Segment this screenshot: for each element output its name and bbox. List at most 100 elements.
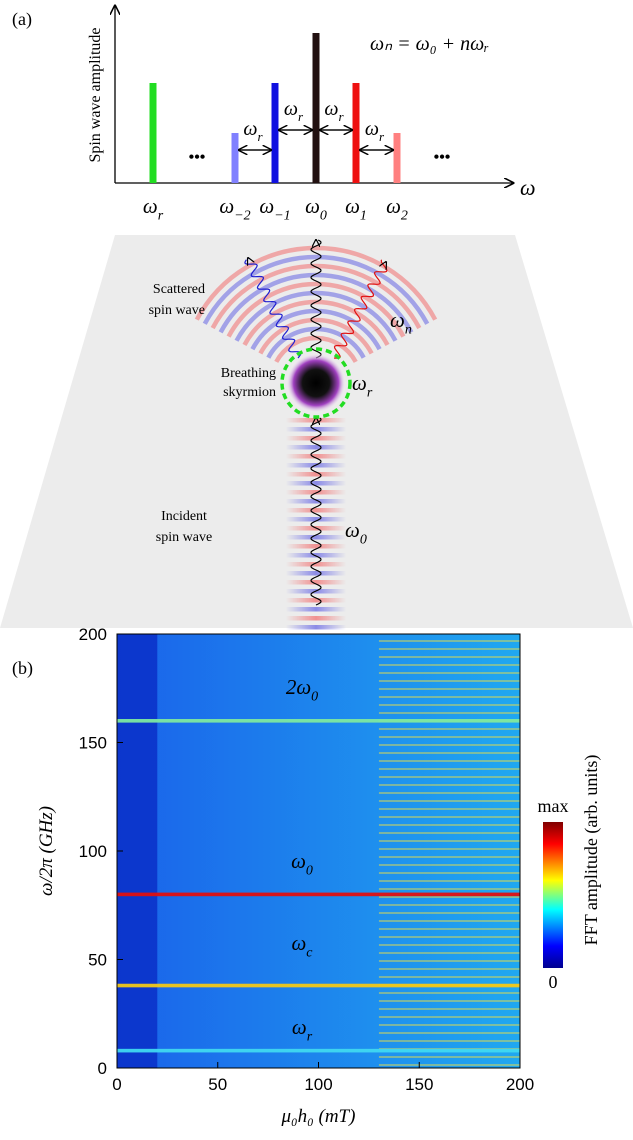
wavefront <box>286 508 346 513</box>
caption: spin wave <box>149 303 205 318</box>
wavefront <box>226 281 406 338</box>
label-sub: −1 <box>274 208 290 223</box>
label-base: ω <box>386 194 401 218</box>
wavefront <box>286 472 346 477</box>
label: ω0 <box>305 194 327 223</box>
label: ωr <box>324 98 344 124</box>
wave-arrow <box>333 259 388 359</box>
wavefront <box>286 580 346 585</box>
label: ω0 <box>345 518 367 547</box>
spectral-line <box>271 83 279 183</box>
wavefront <box>210 263 422 330</box>
label: ωn <box>390 308 412 337</box>
wavefront <box>234 290 398 342</box>
wavefront <box>286 598 346 603</box>
skyrmion <box>286 353 346 413</box>
wave-arrow <box>244 259 302 359</box>
spectral-line <box>149 83 157 183</box>
label-base: ω <box>243 118 257 140</box>
wavefront <box>286 436 346 441</box>
panel-tag: (a) <box>12 9 32 30</box>
y-tick-label: 200 <box>79 625 107 644</box>
skyrmion-boundary <box>280 347 352 419</box>
frequency-line <box>117 1048 520 1053</box>
wavefront <box>274 335 358 363</box>
wavefront <box>286 445 346 450</box>
wavefront <box>286 616 346 621</box>
wave-arrow <box>310 417 322 606</box>
x-tick-label: 100 <box>304 1075 332 1094</box>
label-base: ω <box>292 1015 307 1039</box>
label: ωr <box>365 118 385 144</box>
heatmap-sidebands <box>378 634 520 1068</box>
label: ω−2 <box>219 194 250 223</box>
y-axis-label: ω/2π (GHz) <box>36 806 57 896</box>
label-base: ω <box>345 194 360 218</box>
label-sub: r <box>258 129 264 144</box>
label-base: ω <box>219 194 234 218</box>
colorbar-label: FFT amplitude (arb. units) <box>581 755 602 946</box>
wavefront <box>286 625 346 630</box>
wavefront <box>286 454 346 459</box>
caption: Incident <box>161 509 207 524</box>
caption: skyrmion <box>223 385 276 400</box>
label-sub: 2 <box>401 208 408 223</box>
label: ωr <box>292 1015 313 1044</box>
wavefront <box>286 571 346 576</box>
frequency-line <box>117 892 520 897</box>
wavefront <box>286 607 346 612</box>
y-tick-label: 50 <box>88 951 107 970</box>
label: ωr <box>243 118 263 144</box>
label-sub: r <box>367 385 373 400</box>
x-axis-label: μ₀h₀ (mT) <box>281 1106 356 1127</box>
y-axis-label: Spin wave amplitude <box>87 27 104 162</box>
x-tick-label: 0 <box>112 1075 121 1094</box>
label-sub: c <box>306 945 313 960</box>
x-tick-label: 50 <box>208 1075 227 1094</box>
y-tick-label: 150 <box>79 734 107 753</box>
label-base: ω <box>291 849 306 873</box>
frequency-line <box>117 983 520 988</box>
wavefront <box>286 562 346 567</box>
wavefront <box>218 272 414 334</box>
y-tick-label: 0 <box>98 1059 107 1078</box>
equation: ωₙ = ω₀ + nωᵣ <box>370 33 489 55</box>
caption: Scattered <box>153 282 205 297</box>
spectral-line <box>352 83 360 183</box>
label-sub: r <box>339 109 345 124</box>
label-base: ω <box>352 371 367 395</box>
label: ω2 <box>386 194 408 223</box>
label: ω−1 <box>259 194 290 223</box>
caption: spin wave <box>156 530 212 545</box>
wavefront <box>286 499 346 504</box>
spectral-line <box>312 33 320 183</box>
wavefront <box>266 326 366 359</box>
label: ωr <box>143 194 164 223</box>
label-sub: r <box>307 1029 313 1044</box>
label: ω1 <box>345 194 367 223</box>
wavefront <box>258 317 374 355</box>
label-base: ω <box>390 308 405 332</box>
frequency-line <box>117 719 520 723</box>
label-sub: 1 <box>360 208 367 223</box>
wavefront <box>250 308 382 351</box>
label-base: ω <box>143 194 158 218</box>
label-sub: n <box>405 322 412 337</box>
label-base: ω <box>284 98 298 120</box>
wavefront <box>286 517 346 522</box>
wavefront <box>286 544 346 549</box>
label-base: ω <box>365 118 379 140</box>
spectral-line <box>393 133 401 183</box>
x-tick-label: 200 <box>506 1075 534 1094</box>
caption: Breathing <box>221 366 276 381</box>
colorbar <box>543 822 563 968</box>
label-sub: r <box>379 129 385 144</box>
label-base: 2ω <box>286 675 311 699</box>
label-sub: 0 <box>360 532 367 547</box>
label-sub: r <box>158 208 164 223</box>
label-sub: 0 <box>311 689 318 704</box>
label-sub: r <box>298 109 304 124</box>
